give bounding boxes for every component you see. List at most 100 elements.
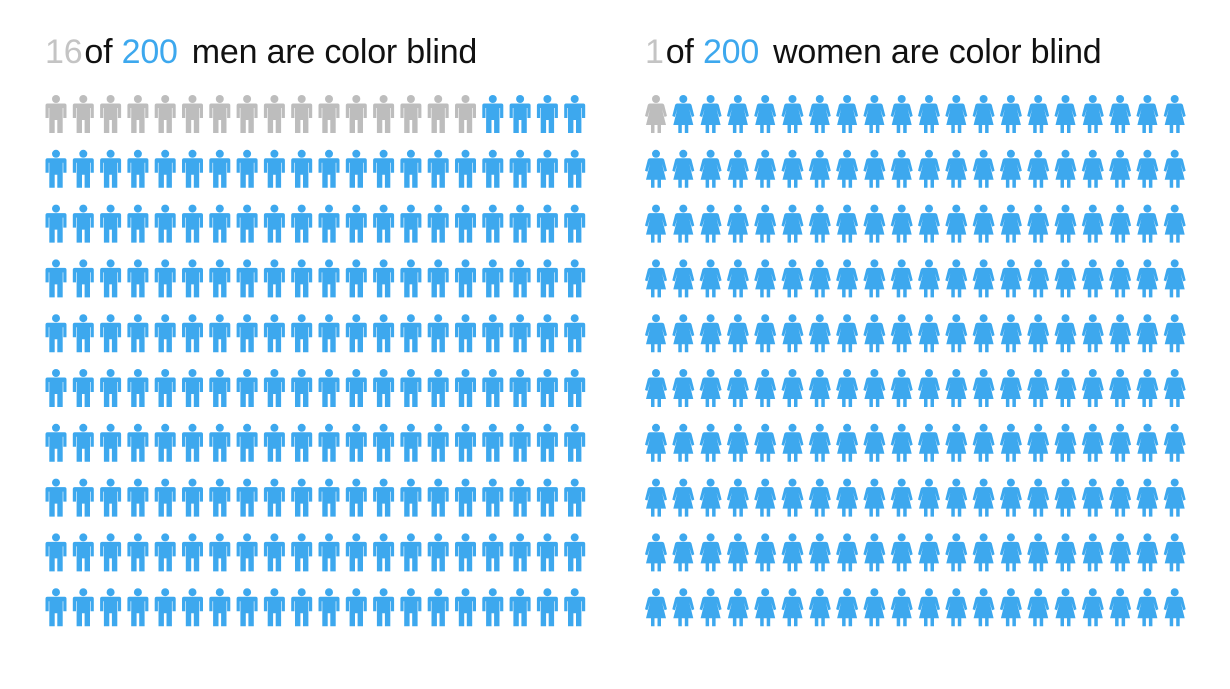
woman-icon [1081,423,1104,462]
woman-icon [863,533,886,572]
woman-icon [1163,478,1186,517]
woman-icon [918,149,940,188]
man-icon [209,478,231,517]
woman-icon [999,423,1022,462]
woman-icon [781,423,804,462]
man-icon [45,369,67,407]
woman-icon [890,588,913,627]
woman-icon [999,533,1022,572]
man-icon [100,478,122,517]
man-icon [291,314,313,353]
woman-icon [645,533,667,572]
man-icon [45,533,67,572]
woman-icon [672,95,695,133]
woman-icon [1027,314,1050,353]
man-icon [291,204,313,243]
woman-icon [1054,149,1077,188]
man-icon [345,204,367,243]
man-icon [291,588,313,627]
woman-icon [972,259,995,298]
man-icon [455,314,476,353]
woman-icon [863,314,886,353]
man-icon [400,533,422,572]
man-icon [318,423,340,462]
man-icon [564,314,586,353]
man-icon [536,478,558,517]
woman-icon [1136,204,1159,243]
man-icon [154,588,176,627]
woman-icon [945,204,968,243]
woman-icon [726,95,749,133]
man-icon [345,314,367,353]
man-icon [127,478,149,517]
woman-icon [1109,95,1132,133]
men-title-rest: men are color blind [191,33,478,71]
woman-icon [754,478,777,517]
man-icon [536,149,558,188]
woman-icon [863,478,886,517]
woman-icon [672,204,695,243]
woman-icon [672,149,695,188]
woman-icon [645,314,667,353]
woman-icon [1027,204,1050,243]
man-icon [509,204,531,243]
woman-icon [1054,204,1077,243]
man-icon-highlighted [209,95,231,133]
woman-icon [1081,314,1104,353]
woman-icon [726,369,749,407]
woman-icon [781,478,804,517]
woman-icon [645,204,667,243]
woman-icon [726,588,749,627]
woman-icon [972,478,995,517]
man-icon [72,478,94,517]
man-icon [509,478,531,517]
woman-icon [781,259,804,298]
woman-icon [1163,423,1186,462]
man-icon [455,533,476,572]
woman-icon [754,423,777,462]
woman-icon [1081,533,1104,572]
woman-icon [836,95,859,133]
man-icon [72,588,94,627]
woman-icon [726,533,749,572]
woman-icon [1163,588,1186,627]
man-icon [236,423,258,462]
woman-icon [1163,369,1186,407]
woman-icon [699,478,722,517]
woman-icon [699,369,722,407]
man-icon [536,588,558,627]
woman-icon [836,369,859,407]
woman-icon [999,588,1022,627]
woman-icon [836,259,859,298]
man-icon-highlighted [263,95,285,133]
man-icon-highlighted [318,95,340,133]
women-icon-grid [645,93,1190,638]
men-of-label: of [84,33,113,71]
woman-icon [781,369,804,407]
man-icon-highlighted [427,95,449,133]
man-icon [263,478,285,517]
woman-icon [972,95,995,133]
man-icon [127,369,149,407]
man-icon [127,588,149,627]
woman-icon [754,149,777,188]
woman-icon [999,314,1022,353]
woman-icon [863,204,886,243]
man-icon [482,423,504,462]
woman-icon [645,149,667,188]
women-count: 1 [645,33,664,71]
woman-icon [945,369,968,407]
man-icon [564,478,586,517]
men-chart-title: 16of 200 men are color blind [45,32,477,72]
woman-icon [945,588,968,627]
woman-icon [754,314,777,353]
man-icon-highlighted [455,95,476,133]
woman-icon [836,478,859,517]
man-icon [400,204,422,243]
man-icon-highlighted [182,95,203,133]
man-icon [482,204,504,243]
man-icon [263,314,285,353]
man-icon [263,588,285,627]
woman-icon [754,259,777,298]
woman-icon [726,423,749,462]
